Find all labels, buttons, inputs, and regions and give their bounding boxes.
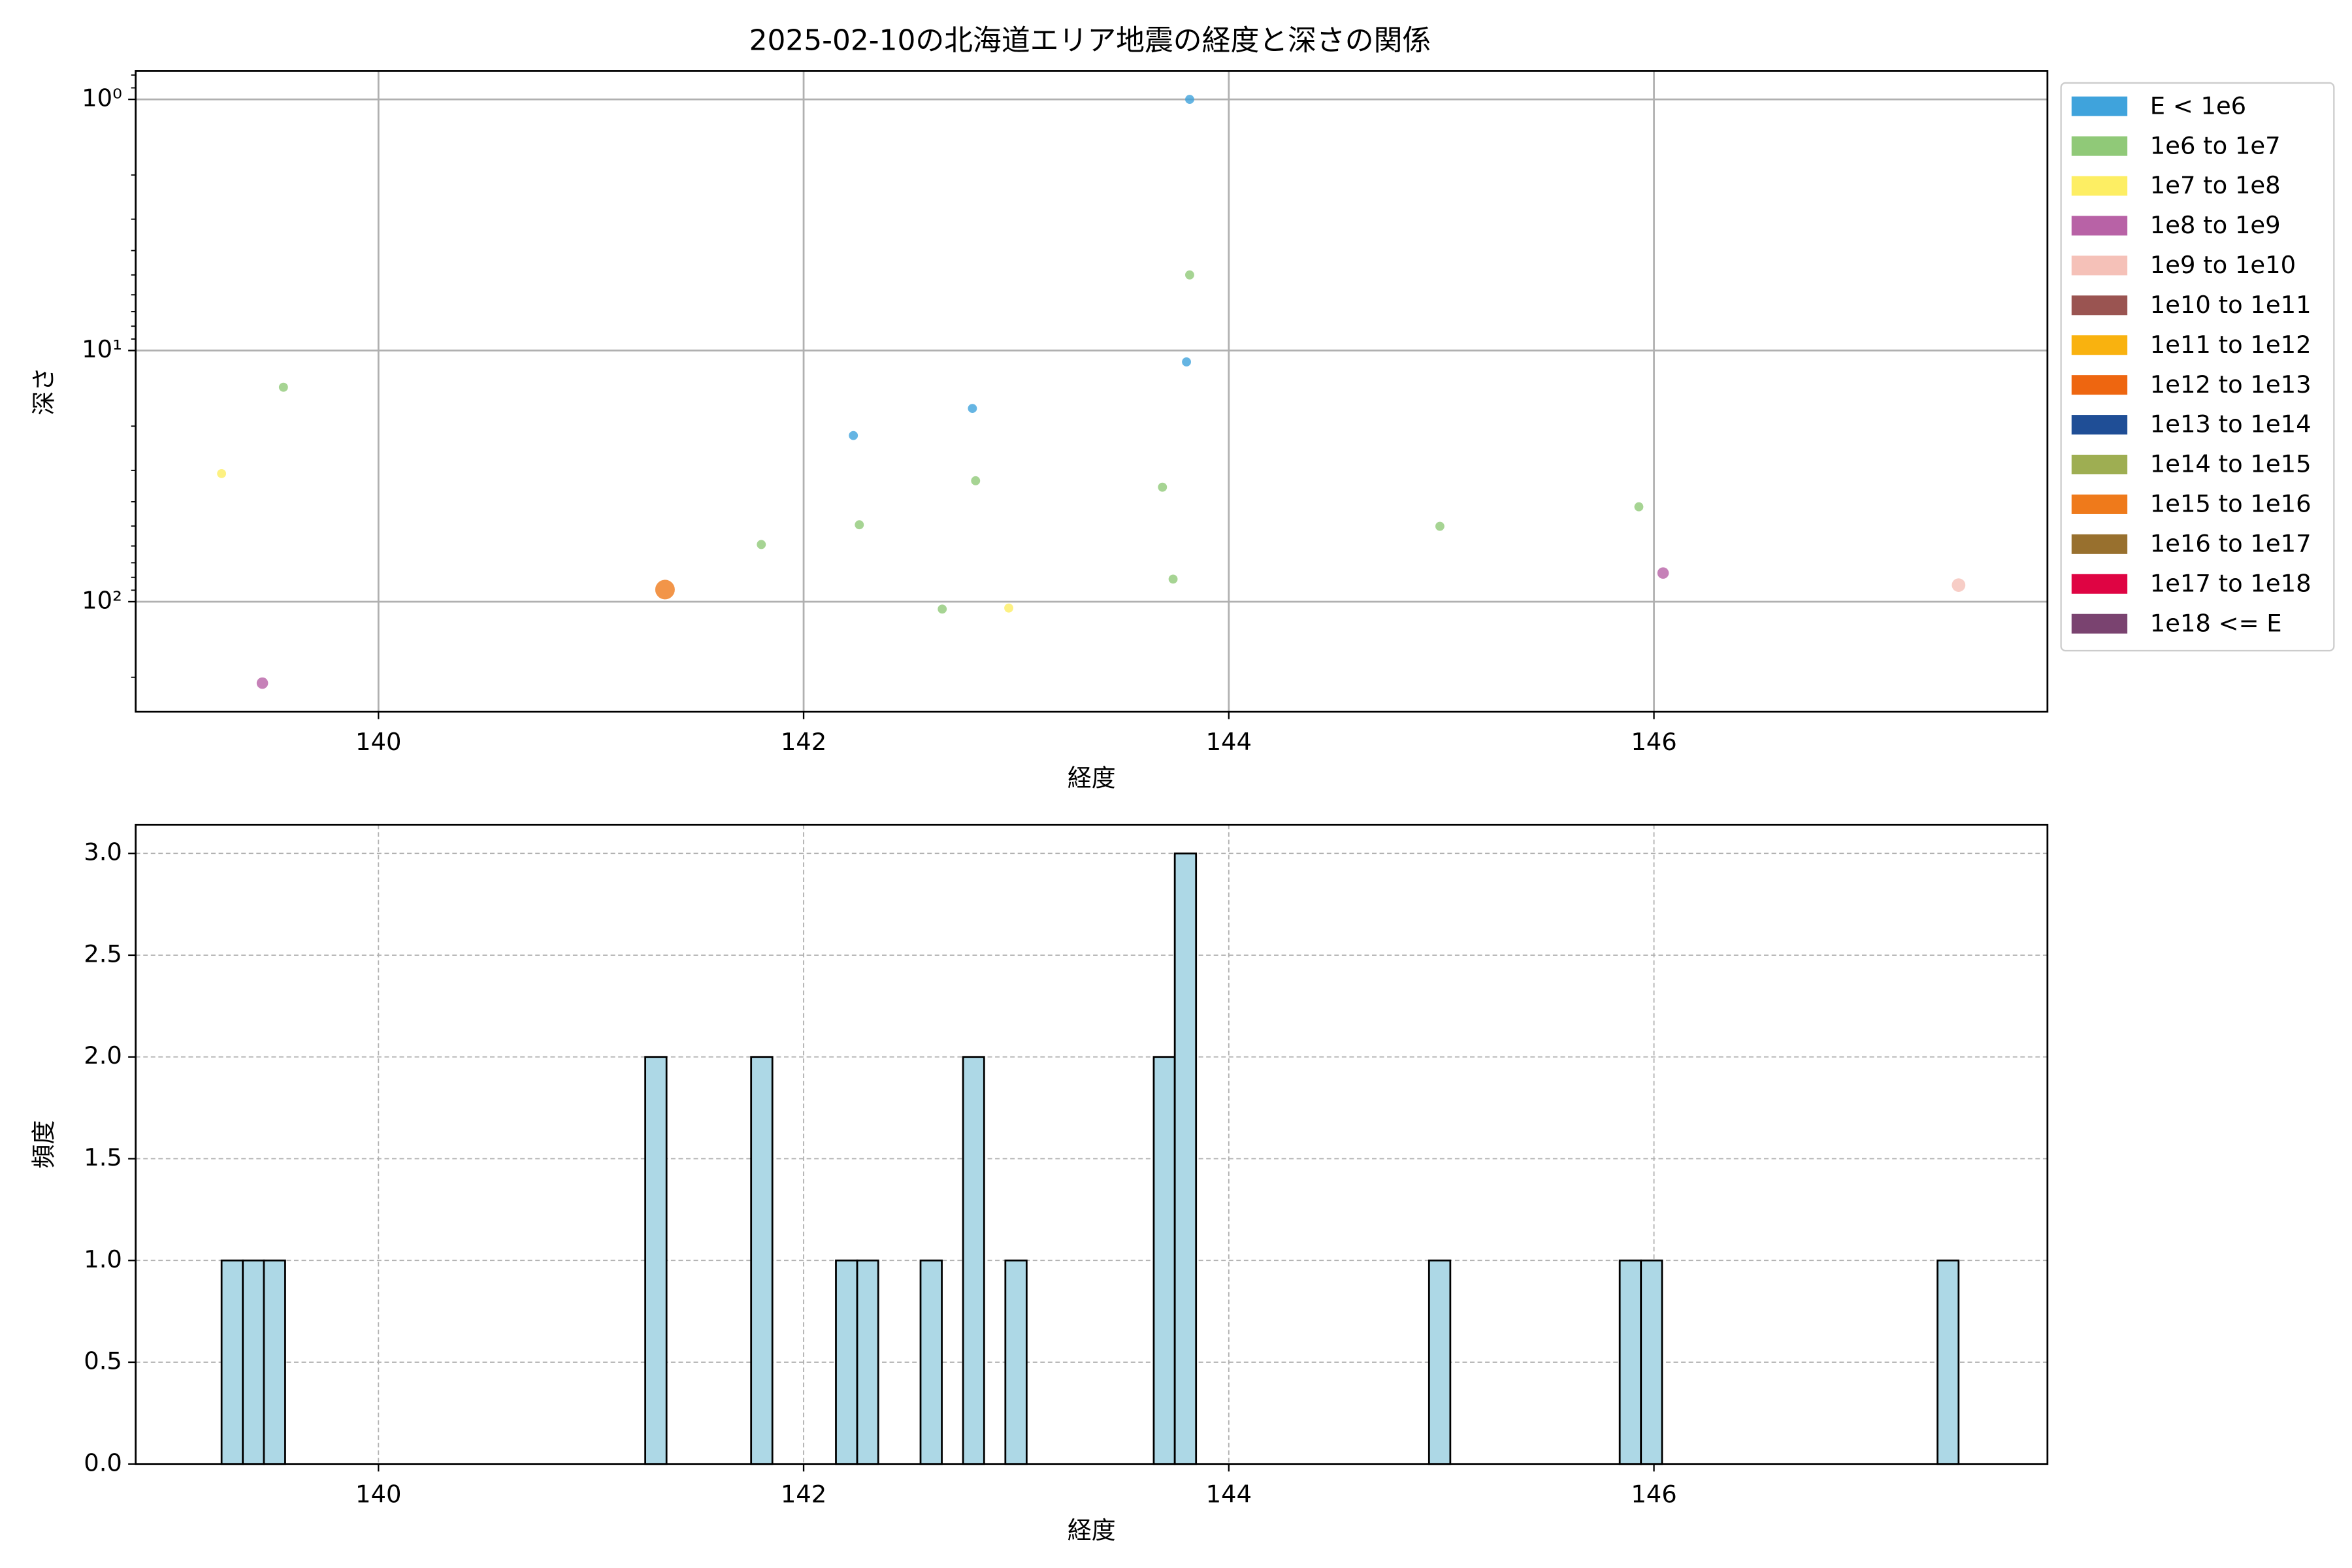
x-tick-label: 140 bbox=[355, 1480, 401, 1509]
scatter-point bbox=[1952, 578, 1966, 592]
x-tick-label: 144 bbox=[1206, 728, 1252, 756]
chart-title: 2025-02-10の北海道エリア地震の経度と深さの関係 bbox=[749, 24, 1431, 57]
legend-swatch bbox=[2071, 613, 2128, 634]
legend-label: 1e16 to 1e17 bbox=[2150, 530, 2311, 558]
legend-label: 1e9 to 1e10 bbox=[2150, 251, 2296, 279]
y-tick-label: 2.0 bbox=[84, 1041, 122, 1070]
axes-frame bbox=[135, 70, 2049, 713]
x-tick-label: 146 bbox=[1631, 728, 1676, 756]
scatter-point bbox=[1657, 567, 1669, 579]
y-tick-label: 2.5 bbox=[84, 939, 122, 968]
histogram-bar bbox=[1936, 1259, 1960, 1465]
legend-swatch bbox=[2071, 375, 2128, 395]
legend-swatch bbox=[2071, 455, 2128, 474]
legend-swatch bbox=[2071, 96, 2128, 116]
y-tick-label: 10² bbox=[82, 586, 122, 614]
legend-label: 1e12 to 1e13 bbox=[2150, 370, 2311, 399]
histogram-bar bbox=[220, 1259, 244, 1465]
scatter-point bbox=[1185, 270, 1194, 280]
legend-box bbox=[2060, 82, 2335, 652]
plot-area bbox=[135, 71, 2048, 712]
legend-swatch bbox=[2071, 216, 2128, 236]
legend-swatch bbox=[2071, 335, 2128, 355]
scatter-point bbox=[849, 431, 858, 440]
x-tick-label: 142 bbox=[781, 1480, 826, 1509]
scatter-point bbox=[217, 468, 227, 478]
histogram-bar bbox=[835, 1259, 858, 1465]
x-tick-label: 144 bbox=[1206, 1480, 1252, 1509]
histogram-bar bbox=[1618, 1259, 1642, 1465]
scatter-point bbox=[938, 604, 947, 614]
legend-label: E < 1e6 bbox=[2150, 91, 2246, 120]
scatter-point bbox=[1634, 502, 1644, 512]
legend-label: 1e14 to 1e15 bbox=[2150, 450, 2311, 478]
legend-label: 1e8 to 1e9 bbox=[2150, 211, 2281, 239]
histogram-bar bbox=[750, 1056, 774, 1465]
x-tick-label: 142 bbox=[781, 728, 826, 756]
legend-label: 1e10 to 1e11 bbox=[2150, 291, 2311, 319]
y-tick-label: 0.0 bbox=[84, 1448, 122, 1477]
x-tick-label: 140 bbox=[355, 728, 401, 756]
x-tick-label: 146 bbox=[1631, 1480, 1676, 1509]
histogram-bar bbox=[1640, 1259, 1663, 1465]
scatter-point bbox=[1004, 603, 1013, 613]
y-tick-label: 0.5 bbox=[84, 1347, 122, 1375]
x-axis-label: 経度 bbox=[1068, 1516, 1116, 1544]
scatter-point bbox=[655, 580, 675, 600]
scatter-point bbox=[1168, 574, 1178, 584]
legend-swatch bbox=[2071, 494, 2128, 514]
y-axis-label: 頻度 bbox=[30, 1120, 58, 1169]
y-tick-label: 1.5 bbox=[84, 1143, 122, 1171]
legend-label: 1e6 to 1e7 bbox=[2150, 131, 2281, 159]
scatter-point bbox=[278, 382, 288, 392]
histogram-bar bbox=[1152, 1056, 1176, 1465]
histogram-bar bbox=[242, 1259, 265, 1465]
y-tick-label: 3.0 bbox=[84, 838, 122, 866]
legend-swatch bbox=[2071, 574, 2128, 594]
legend-swatch bbox=[2071, 415, 2128, 435]
scatter-point bbox=[1158, 482, 1168, 492]
plot-area bbox=[135, 825, 2048, 1464]
histogram-bar bbox=[644, 1056, 668, 1465]
histogram-bar bbox=[1004, 1259, 1028, 1465]
legend-label: 1e17 to 1e18 bbox=[2150, 569, 2311, 597]
legend-swatch bbox=[2071, 534, 2128, 554]
scatter-point bbox=[1435, 521, 1445, 531]
scatter-point bbox=[1182, 357, 1191, 367]
legend-label: 1e7 to 1e8 bbox=[2150, 171, 2281, 199]
histogram-bar bbox=[1428, 1259, 1452, 1465]
scatter-point bbox=[256, 677, 269, 689]
legend-label: 1e15 to 1e16 bbox=[2150, 490, 2311, 518]
x-axis-label: 経度 bbox=[1068, 764, 1116, 792]
y-axis-label: 深さ bbox=[30, 367, 58, 416]
scatter-point bbox=[855, 520, 864, 530]
histogram-bar bbox=[1173, 852, 1198, 1465]
legend-swatch bbox=[2071, 176, 2128, 196]
scatter-point bbox=[968, 404, 977, 414]
histogram-bar bbox=[856, 1259, 879, 1465]
histogram-bar bbox=[263, 1259, 286, 1465]
histogram-bar bbox=[962, 1056, 985, 1465]
legend-swatch bbox=[2071, 136, 2128, 156]
scatter-point bbox=[1185, 95, 1194, 105]
scatter-point bbox=[757, 540, 766, 549]
histogram-bar bbox=[919, 1259, 943, 1465]
y-tick-label: 1.0 bbox=[84, 1245, 122, 1273]
legend-label: 1e13 to 1e14 bbox=[2150, 410, 2311, 438]
scatter-point bbox=[971, 476, 981, 485]
legend-swatch bbox=[2071, 255, 2128, 276]
legend-swatch bbox=[2071, 295, 2128, 316]
legend-label: 1e18 <= E bbox=[2150, 609, 2282, 637]
y-tick-label: 10¹ bbox=[82, 335, 122, 363]
legend-label: 1e11 to 1e12 bbox=[2150, 331, 2311, 359]
y-tick-label: 10⁰ bbox=[82, 84, 122, 112]
axes-frame bbox=[135, 823, 2049, 1465]
